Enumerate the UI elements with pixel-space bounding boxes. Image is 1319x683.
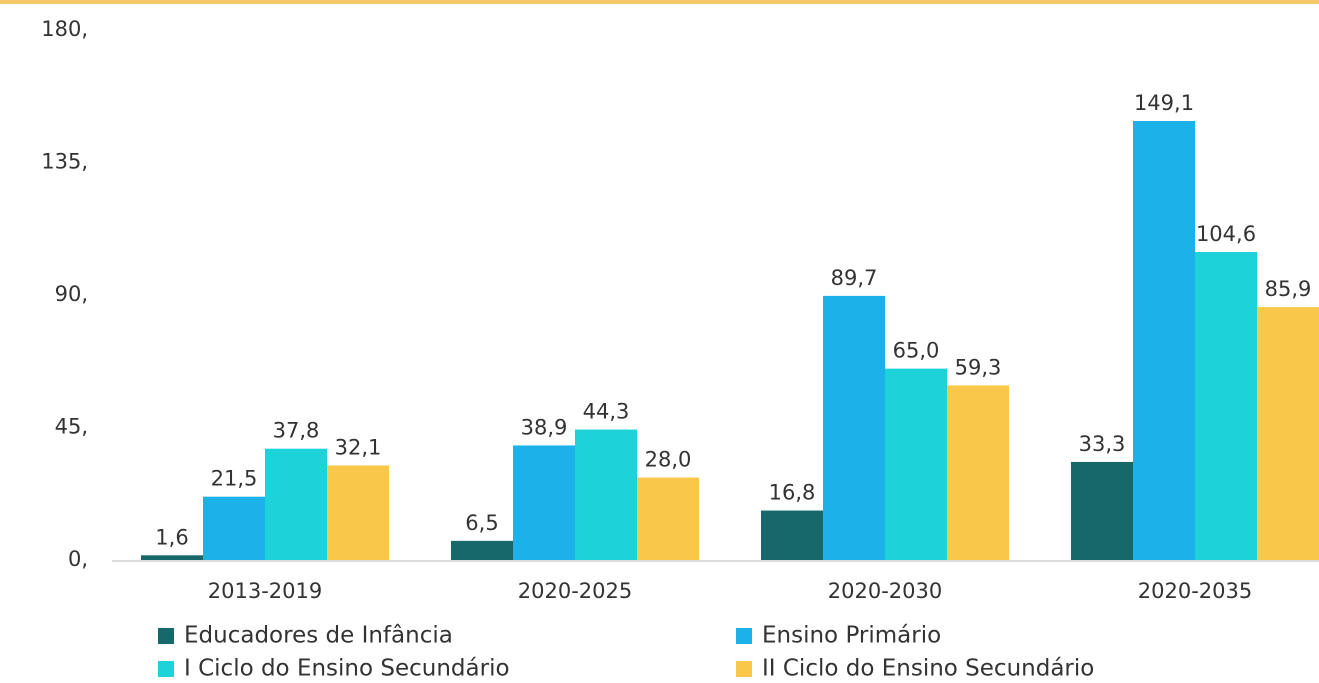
- y-tick-label: 90,: [55, 282, 88, 306]
- legend-label: II Ciclo do Ensino Secundário: [762, 656, 1094, 682]
- value-label: 16,8: [769, 481, 816, 505]
- bar: [637, 477, 699, 560]
- value-label: 37,8: [273, 419, 320, 443]
- value-label: 59,3: [955, 355, 1002, 379]
- bar: [513, 445, 575, 560]
- value-label: 104,6: [1196, 222, 1256, 246]
- legend-swatch: [158, 661, 174, 677]
- value-label: 149,1: [1134, 91, 1194, 115]
- y-tick-label: 135,: [41, 150, 88, 174]
- value-label: 32,1: [335, 435, 382, 459]
- value-label: 1,6: [155, 525, 188, 549]
- value-label: 33,3: [1079, 432, 1126, 456]
- top-border: [0, 0, 1319, 4]
- bar: [451, 540, 513, 560]
- y-tick-label: 45,: [55, 415, 88, 439]
- legend-label: I Ciclo do Ensino Secundário: [184, 656, 510, 682]
- x-tick-label: 2020-2025: [518, 579, 632, 603]
- legend-label: Ensino Primário: [762, 623, 941, 649]
- bar: [1257, 307, 1319, 560]
- bar: [885, 368, 947, 560]
- bar: [265, 448, 327, 560]
- bar: [1071, 461, 1133, 560]
- x-tick-label: 2013-2019: [208, 579, 322, 603]
- y-tick-label: 0,: [68, 547, 88, 571]
- legend-label: Educadores de Infância: [184, 623, 453, 649]
- bar: [761, 510, 823, 560]
- bar: [823, 295, 885, 560]
- value-label: 44,3: [583, 400, 630, 424]
- legend-swatch: [158, 628, 174, 644]
- x-tick-label: 2020-2035: [1138, 579, 1252, 603]
- bar: [203, 496, 265, 560]
- value-label: 21,5: [211, 467, 258, 491]
- x-tick-label: 2020-2030: [828, 579, 942, 603]
- bar: [327, 465, 389, 560]
- value-label: 38,9: [521, 415, 568, 439]
- bar: [947, 385, 1009, 560]
- y-tick-label: 180,: [41, 17, 88, 41]
- value-label: 89,7: [831, 266, 878, 290]
- value-label: 65,0: [893, 339, 940, 363]
- bar: [141, 555, 203, 560]
- value-label: 28,0: [645, 448, 692, 472]
- bar: [575, 429, 637, 560]
- legend-swatch: [736, 661, 752, 677]
- bar: [1195, 252, 1257, 560]
- bar: [1133, 120, 1195, 560]
- value-label: 85,9: [1265, 277, 1312, 301]
- legend-swatch: [736, 628, 752, 644]
- value-label: 6,5: [465, 511, 498, 535]
